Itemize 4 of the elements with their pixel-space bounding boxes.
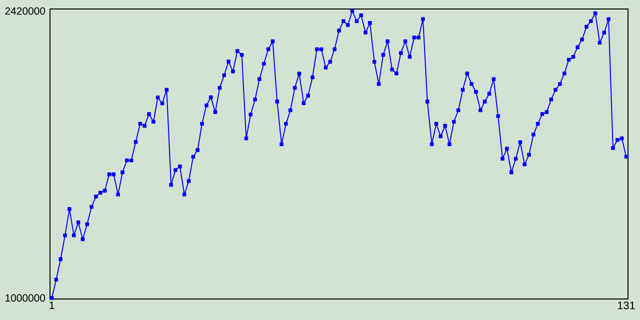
y-tick-label: 1000000 (6, 294, 46, 302)
x-tick-label: 131 (618, 302, 635, 310)
x-tick-label: 1 (50, 302, 54, 310)
y-tick-label: 2420000 (5, 7, 46, 15)
